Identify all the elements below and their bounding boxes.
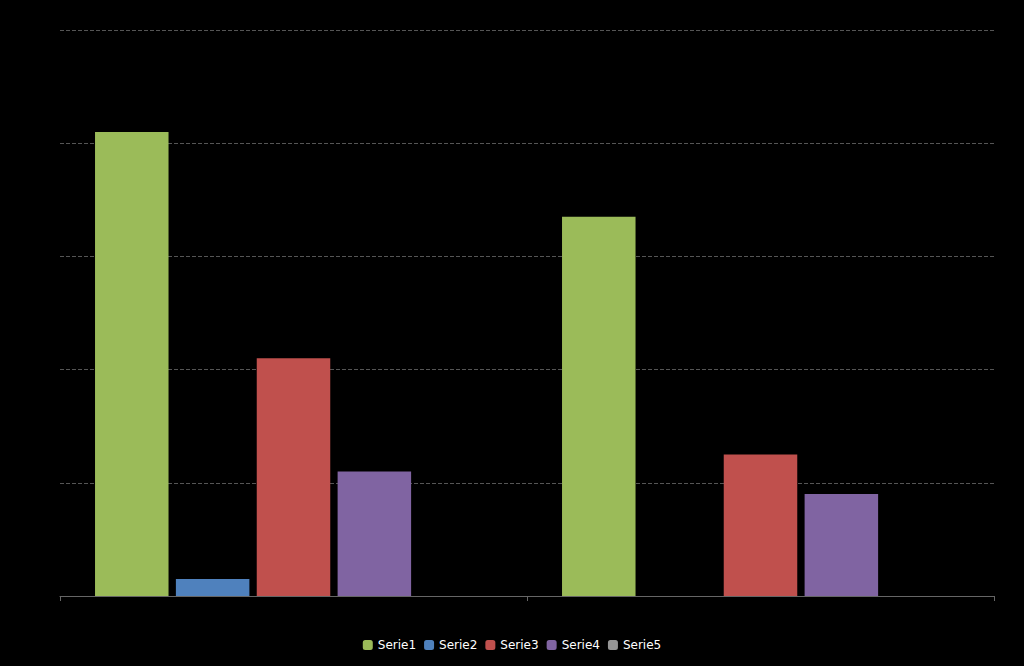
svg-text:Serie2: Serie2 xyxy=(439,638,477,652)
svg-text:Serie5: Serie5 xyxy=(623,638,661,652)
svg-text:Serie3: Serie3 xyxy=(500,638,538,652)
svg-text:Serie4: Serie4 xyxy=(562,638,600,652)
svg-text:Serie1: Serie1 xyxy=(378,638,416,652)
